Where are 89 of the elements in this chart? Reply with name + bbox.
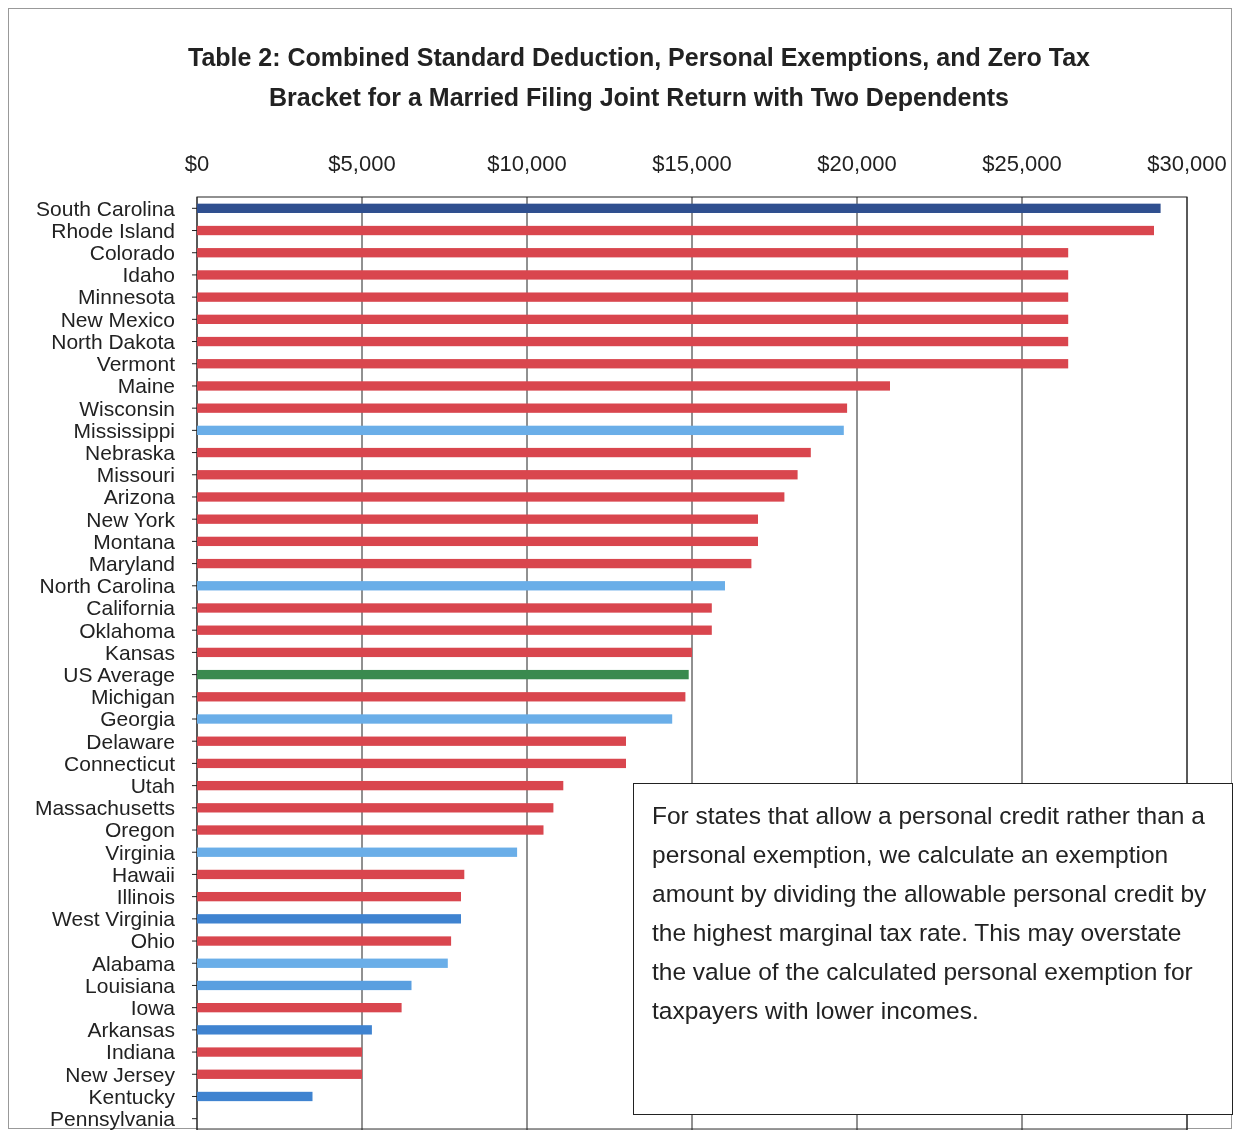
chart-title: Table 2: Combined Standard Deduction, Personal Exemptions, and Zero Tax Bracket for a Married Filing Joint Return with Two Dependents: [187, 42, 1091, 113]
bar: [197, 669, 689, 680]
y-tick-label: Georgia: [100, 707, 176, 731]
bar: [197, 1003, 402, 1013]
y-tick-label: Ohio: [130, 929, 175, 953]
bar: [197, 603, 712, 613]
bar: [197, 714, 673, 724]
y-tick-label: Connecticut: [64, 751, 176, 775]
y-tick-label: Maine: [117, 374, 175, 398]
y-tick-label: New Mexico: [60, 307, 175, 331]
y-tick-label: Oregon: [104, 818, 175, 842]
y-tick-label: South Carolina: [36, 196, 176, 220]
y-tick-label: Mississippi: [73, 418, 175, 442]
bar: [197, 736, 626, 746]
x-tick-label: $10,000: [487, 151, 567, 176]
bar: [197, 425, 844, 436]
bar: [197, 825, 544, 835]
bar: [197, 225, 1154, 236]
x-tick-label: $20,000: [817, 151, 897, 176]
y-tick-label: Maryland: [88, 551, 175, 575]
y-tick-label: US Average: [63, 662, 175, 686]
bar: [197, 403, 848, 413]
x-tick-label: $5,000: [328, 151, 396, 176]
bar: [197, 203, 1161, 213]
bar: [197, 1025, 372, 1035]
bar: [197, 847, 518, 857]
bar: [197, 803, 554, 813]
y-tick-label: Massachusetts: [34, 796, 175, 820]
x-tick-label: $30,000: [1147, 151, 1227, 176]
bar: [197, 758, 626, 769]
y-tick-label: Indiana: [106, 1040, 176, 1064]
bar: [197, 625, 712, 635]
y-tick-label: Delaware: [86, 729, 175, 753]
bar: [197, 514, 758, 524]
y-tick-label: New Jersey: [65, 1062, 176, 1086]
bar: [197, 492, 785, 502]
bar: [197, 336, 1069, 347]
y-tick-label: New York: [86, 507, 176, 531]
bar: [197, 470, 798, 480]
bar: [197, 1091, 313, 1102]
y-tick-label: California: [86, 596, 176, 620]
y-tick-label: Arizona: [103, 485, 176, 509]
bar: [197, 1069, 362, 1079]
bar: [197, 647, 692, 658]
bar: [197, 292, 1069, 302]
y-tick-label: Alabama: [92, 951, 176, 975]
y-tick-label: Rhode Island: [51, 218, 175, 242]
y-tick-label: Montana: [93, 529, 176, 553]
bar: [197, 914, 461, 924]
y-tick-label: Colorado: [89, 241, 175, 265]
x-tick-label: $25,000: [982, 151, 1062, 176]
y-tick-label: Kansas: [104, 640, 175, 664]
y-tick-label: Arkansas: [87, 1018, 175, 1042]
bar: [197, 936, 452, 946]
bar: [197, 381, 890, 391]
y-tick-label: Iowa: [130, 996, 176, 1020]
bar: [197, 980, 412, 991]
y-tick-label: Michigan: [90, 685, 175, 709]
bar: [197, 359, 1069, 369]
bar: [197, 536, 758, 547]
bar: [197, 891, 461, 902]
y-tick-label: Missouri: [96, 463, 175, 487]
bar: [197, 248, 1069, 258]
bar: [197, 869, 465, 880]
y-tick-label: Pennsylvania: [50, 1107, 176, 1131]
y-tick-label: Oklahoma: [79, 618, 176, 642]
y-tick-label: North Dakota: [51, 329, 176, 353]
bar: [197, 780, 564, 791]
x-tick-label: $15,000: [652, 151, 732, 176]
x-tick-label: $0: [184, 151, 210, 176]
bar: [197, 958, 448, 968]
note-box: For states that allow a personal credit rather than a personal exemption, we calculate an exemption amount by dividing the allowable personal credit by the highest marginal tax rate. This may overstate the value of the calculated personal exemption for taxpayers with lower incomes.: [633, 783, 1233, 1115]
bar: [197, 581, 725, 591]
y-tick-label: Virginia: [105, 840, 176, 864]
bar: [197, 1047, 362, 1057]
y-tick-label: Vermont: [96, 352, 176, 376]
y-tick-label: Illinois: [116, 884, 175, 908]
bar: [197, 558, 752, 569]
y-tick-label: Utah: [130, 773, 175, 797]
y-tick-label: West Virginia: [52, 907, 176, 931]
y-tick-label: Idaho: [122, 263, 175, 287]
bar: [197, 447, 811, 458]
y-tick-label: Louisiana: [85, 973, 176, 997]
y-tick-label: North Carolina: [39, 574, 176, 598]
y-tick-label: Wisconsin: [79, 396, 175, 420]
bar: [197, 314, 1069, 325]
y-tick-label: Minnesota: [78, 285, 176, 309]
bar: [197, 270, 1069, 280]
bar: [197, 692, 686, 702]
